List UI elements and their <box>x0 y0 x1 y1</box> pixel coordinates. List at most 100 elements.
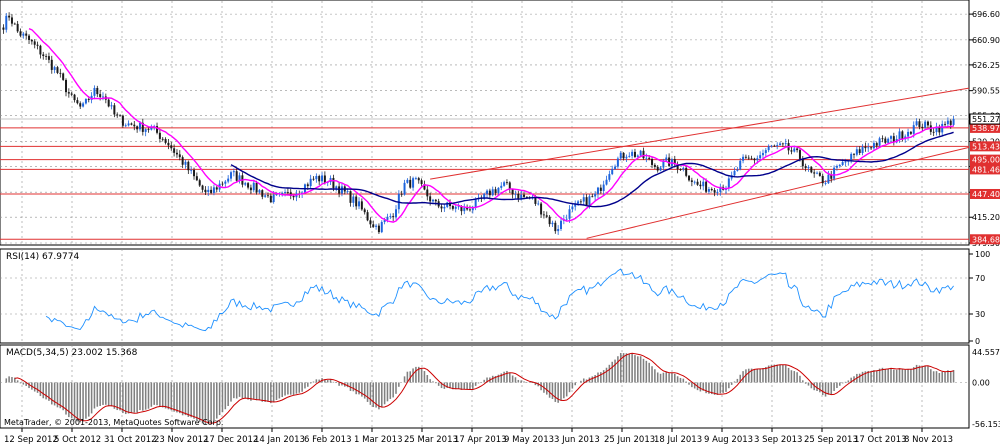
candle-body <box>696 181 699 185</box>
candle-body <box>764 150 767 154</box>
candle-body <box>525 196 528 198</box>
candle-body <box>656 166 659 171</box>
candle-body <box>258 190 261 193</box>
candle-body <box>412 178 415 188</box>
macd-level-label: -56.153 <box>972 420 1000 429</box>
candle-body <box>366 212 369 221</box>
candle-body <box>881 138 884 140</box>
candle-body <box>212 187 215 193</box>
candle-body <box>50 59 53 70</box>
candle-body <box>269 195 272 203</box>
candle-body <box>494 189 497 193</box>
candle-body <box>810 167 813 173</box>
candle-body <box>835 165 838 168</box>
candle-body <box>76 100 79 104</box>
candle-body <box>784 143 787 144</box>
candle-body <box>275 194 278 196</box>
candle-body <box>173 148 176 153</box>
price-level-label: 696.60 <box>972 10 1000 19</box>
candle-body <box>178 154 181 158</box>
level-label: 481.46 <box>972 165 1000 174</box>
candle-body <box>926 121 929 126</box>
candle-body <box>659 167 662 171</box>
main-price-panel[interactable] <box>0 0 970 246</box>
date-label: 9 Aug 2013 <box>704 435 753 445</box>
date-label: 25 Jun 2013 <box>604 435 655 445</box>
candle-body <box>110 105 113 107</box>
candle-body <box>633 151 636 157</box>
candle-body <box>434 199 437 202</box>
candle-body <box>323 175 326 183</box>
candle-body <box>82 103 85 107</box>
candle-body <box>244 183 247 185</box>
candle-body <box>716 191 719 193</box>
current-price-box <box>969 113 1000 125</box>
candle-body <box>798 150 801 159</box>
candle-body <box>119 115 122 117</box>
candle-body <box>454 206 457 209</box>
candle-body <box>941 123 944 133</box>
date-label: 17 Oct 2013 <box>854 435 907 445</box>
rsi-series <box>45 268 954 332</box>
candle-body <box>284 192 287 193</box>
candle-body <box>824 183 827 184</box>
channel-upper-line <box>430 87 970 180</box>
rsi-level-label: 70 <box>975 274 985 283</box>
candle-body <box>252 182 255 191</box>
candle-body <box>33 41 36 45</box>
level-label-box <box>970 164 1000 175</box>
candle-body <box>483 193 486 199</box>
candle-body <box>286 192 289 193</box>
candle-body <box>579 201 582 203</box>
candle-body <box>210 189 213 193</box>
candle-body <box>107 99 110 107</box>
candle-body <box>440 206 443 209</box>
candle-body <box>514 193 517 195</box>
candle-body <box>227 178 230 182</box>
candle-body <box>761 153 764 156</box>
macd-series <box>5 352 955 425</box>
candle-body <box>500 185 503 188</box>
candle-body <box>699 184 702 187</box>
candle-body <box>642 150 645 159</box>
candle-body <box>224 181 227 184</box>
rsi-panel[interactable] <box>0 248 970 344</box>
candle-body <box>116 114 119 116</box>
candle-body <box>639 150 642 156</box>
candle-body <box>838 164 841 166</box>
candle-body <box>818 172 821 176</box>
candle-body <box>99 94 102 97</box>
candle-body <box>247 183 250 188</box>
candle-body <box>813 172 816 174</box>
candle-body <box>841 162 844 165</box>
candle-body <box>93 87 96 96</box>
candle-body <box>306 184 309 187</box>
candle-body <box>944 123 947 125</box>
candle-body <box>497 187 500 193</box>
candle-body <box>577 201 580 204</box>
candle-body <box>534 196 537 204</box>
current-price-label: 551.27 <box>972 115 1000 124</box>
level-label: 538.97 <box>972 124 1000 133</box>
candle-body <box>690 180 693 182</box>
candle-body <box>190 170 193 171</box>
macd-level-label: 44.557 <box>972 348 1000 357</box>
candle-body <box>392 216 395 218</box>
macd-level-label: 0.00 <box>972 379 990 388</box>
candle-body <box>474 199 477 208</box>
price-level-label: 660.90 <box>972 36 1000 45</box>
candle-body <box>503 182 506 186</box>
candle-body <box>127 123 130 126</box>
candle-body <box>96 87 99 95</box>
candle-body <box>340 186 343 194</box>
candle-body <box>39 45 42 55</box>
candle-body <box>101 96 104 98</box>
candle-body <box>349 191 352 203</box>
candle-body <box>673 159 676 165</box>
candle-body <box>537 203 540 205</box>
candle-body <box>414 178 417 179</box>
macd-panel[interactable] <box>0 344 970 429</box>
candle-body <box>156 126 159 133</box>
